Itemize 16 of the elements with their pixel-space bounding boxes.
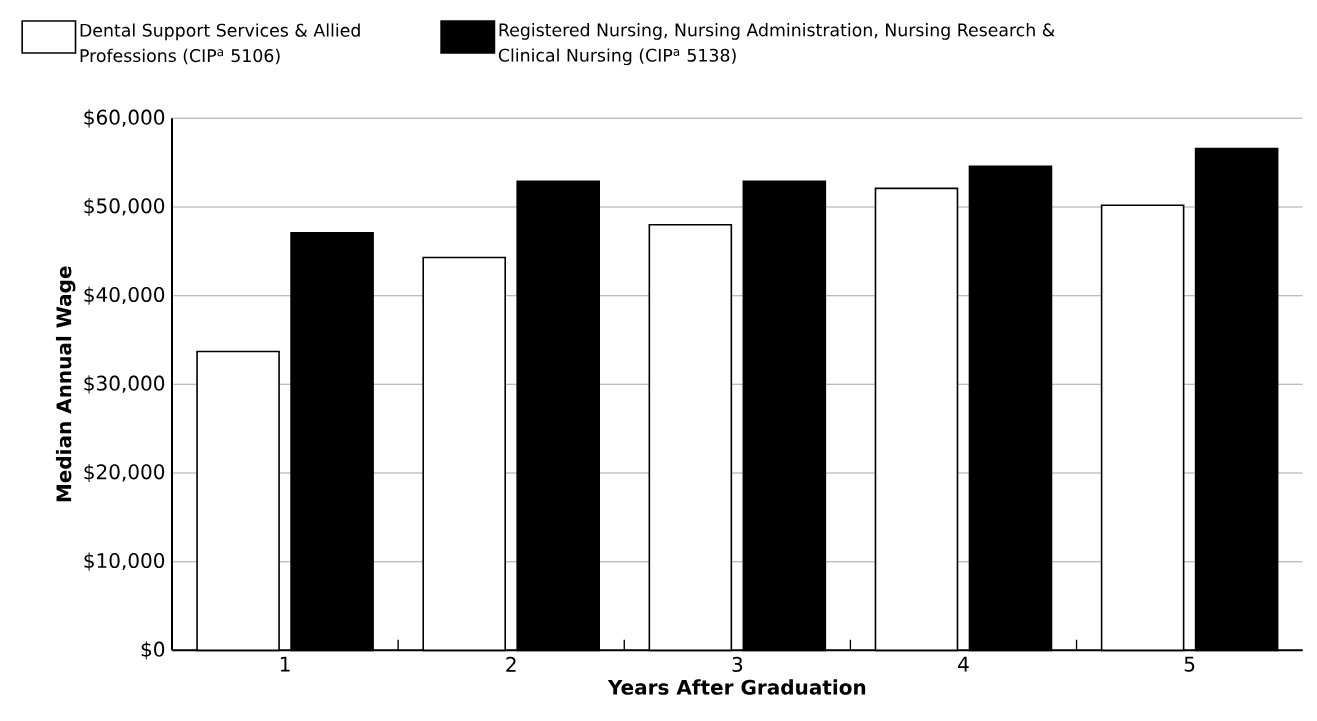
x-tick-label: 2 bbox=[506, 656, 516, 672]
x-tick-label: 3 bbox=[732, 656, 743, 672]
y-tick-label: $30,000 bbox=[84, 375, 165, 394]
x-tick-label: 1 bbox=[280, 656, 290, 672]
legend-label: Registered Nursing, Nursing Administration, Nursing Research & Clinical Nursing (CIP$^{a}$ 5138) bbox=[498, 23, 1055, 66]
legend-label: Dental Support Services & Allied Professions (CIP$^{a}$ 5106) bbox=[80, 23, 360, 65]
y-tick-label: $20,000 bbox=[84, 463, 165, 483]
x-axis-title: Years After Graduation bbox=[607, 679, 866, 695]
y-tick-label: $10,000 bbox=[84, 552, 165, 571]
y-tick-label: $60,000 bbox=[84, 109, 165, 128]
y-tick-label: $50,000 bbox=[84, 197, 165, 217]
y-tick-label: $40,000 bbox=[84, 286, 165, 305]
x-tick-label: 5 bbox=[1184, 656, 1195, 672]
y-axis-title: Median Annual Wage bbox=[55, 266, 76, 502]
x-tick-label: 4 bbox=[958, 656, 969, 672]
y-tick-label: $0 bbox=[141, 641, 165, 660]
